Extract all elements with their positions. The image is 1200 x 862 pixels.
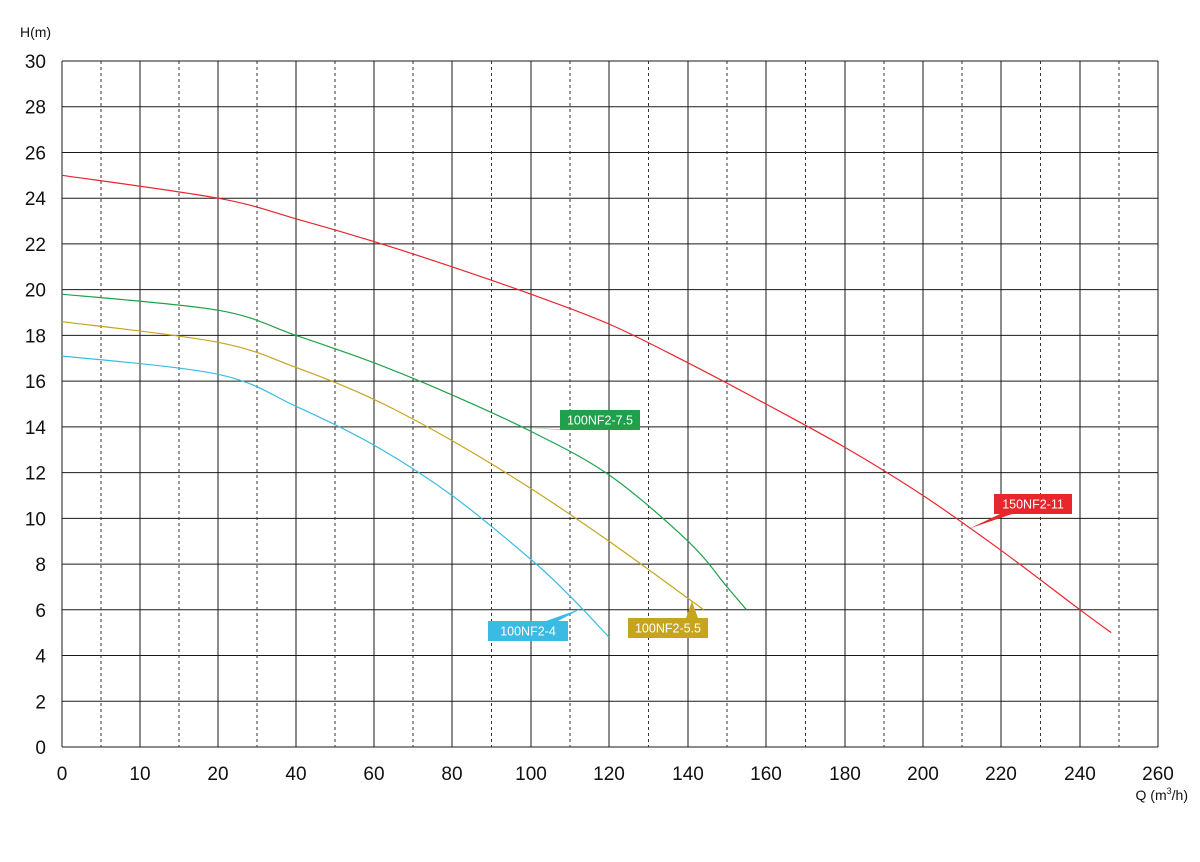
x-tick-label: 180	[829, 764, 861, 785]
x-tick-label: 40	[285, 764, 306, 785]
series-callout-box	[560, 410, 640, 430]
x-axis-title-prefix: Q (m	[1136, 787, 1167, 803]
series-callout-box	[488, 621, 568, 641]
x-tick-label: 160	[750, 764, 782, 785]
series-callout-pointer	[686, 601, 698, 618]
y-tick-label: 16	[25, 372, 46, 393]
y-axis-title: H(m)	[20, 24, 51, 40]
series-callout-pointer	[969, 514, 1012, 529]
grid	[61, 60, 1159, 748]
series-callouts: 150NF2-11 100NF2-7.5 100NF2-5.5 100NF2-4	[488, 410, 1072, 641]
x-axis-title-sup: 3	[1167, 786, 1172, 796]
series-callout-box	[994, 494, 1072, 514]
series-line	[61, 355, 610, 638]
y-tick-label: 10	[25, 509, 46, 530]
series-callout-pointer	[546, 608, 582, 621]
y-tick-label: 12	[25, 464, 46, 485]
x-tick-label: 80	[441, 764, 462, 785]
y-tick-label: 2	[35, 692, 46, 713]
y-tick-label: 0	[35, 738, 46, 759]
y-tick-label: 30	[25, 52, 46, 73]
series-callout-box	[628, 618, 708, 638]
x-tick-label: 0	[57, 764, 68, 785]
x-tick-label: 260	[1142, 764, 1174, 785]
series-label: 100NF2-4	[500, 625, 556, 639]
x-tick-label: 200	[907, 764, 939, 785]
x-tick-label: 220	[985, 764, 1017, 785]
series-line	[61, 321, 704, 611]
series-label: 150NF2-11	[1002, 498, 1064, 512]
series-line	[61, 174, 1112, 634]
y-tick-label: 8	[35, 555, 46, 576]
x-tick-label: 60	[363, 764, 384, 785]
x-tick-label: 120	[593, 764, 625, 785]
series-line	[61, 293, 747, 611]
y-tick-label: 20	[25, 281, 46, 302]
x-axis-title-suffix: /h)	[1172, 787, 1188, 803]
x-tick-label: 140	[672, 764, 704, 785]
x-tick-label: 20	[207, 764, 228, 785]
y-tick-label: 18	[25, 326, 46, 347]
x-tick-label: 10	[129, 764, 150, 785]
x-tick-label: 240	[1064, 764, 1096, 785]
y-tick-label: 6	[35, 601, 46, 622]
x-axis-title: Q (m3/h)	[1136, 786, 1188, 803]
series-label: 100NF2-5.5	[635, 622, 701, 636]
y-tick-label: 14	[25, 418, 47, 439]
y-tick-label: 4	[35, 647, 46, 668]
y-tick-label: 26	[25, 143, 46, 164]
y-tick-label: 22	[25, 235, 46, 256]
series-label: 100NF2-7.5	[567, 414, 633, 428]
y-tick-label: 28	[25, 98, 46, 119]
curves	[61, 174, 1112, 638]
x-tick-label: 100	[515, 764, 547, 785]
y-tick-label: 24	[25, 189, 47, 210]
